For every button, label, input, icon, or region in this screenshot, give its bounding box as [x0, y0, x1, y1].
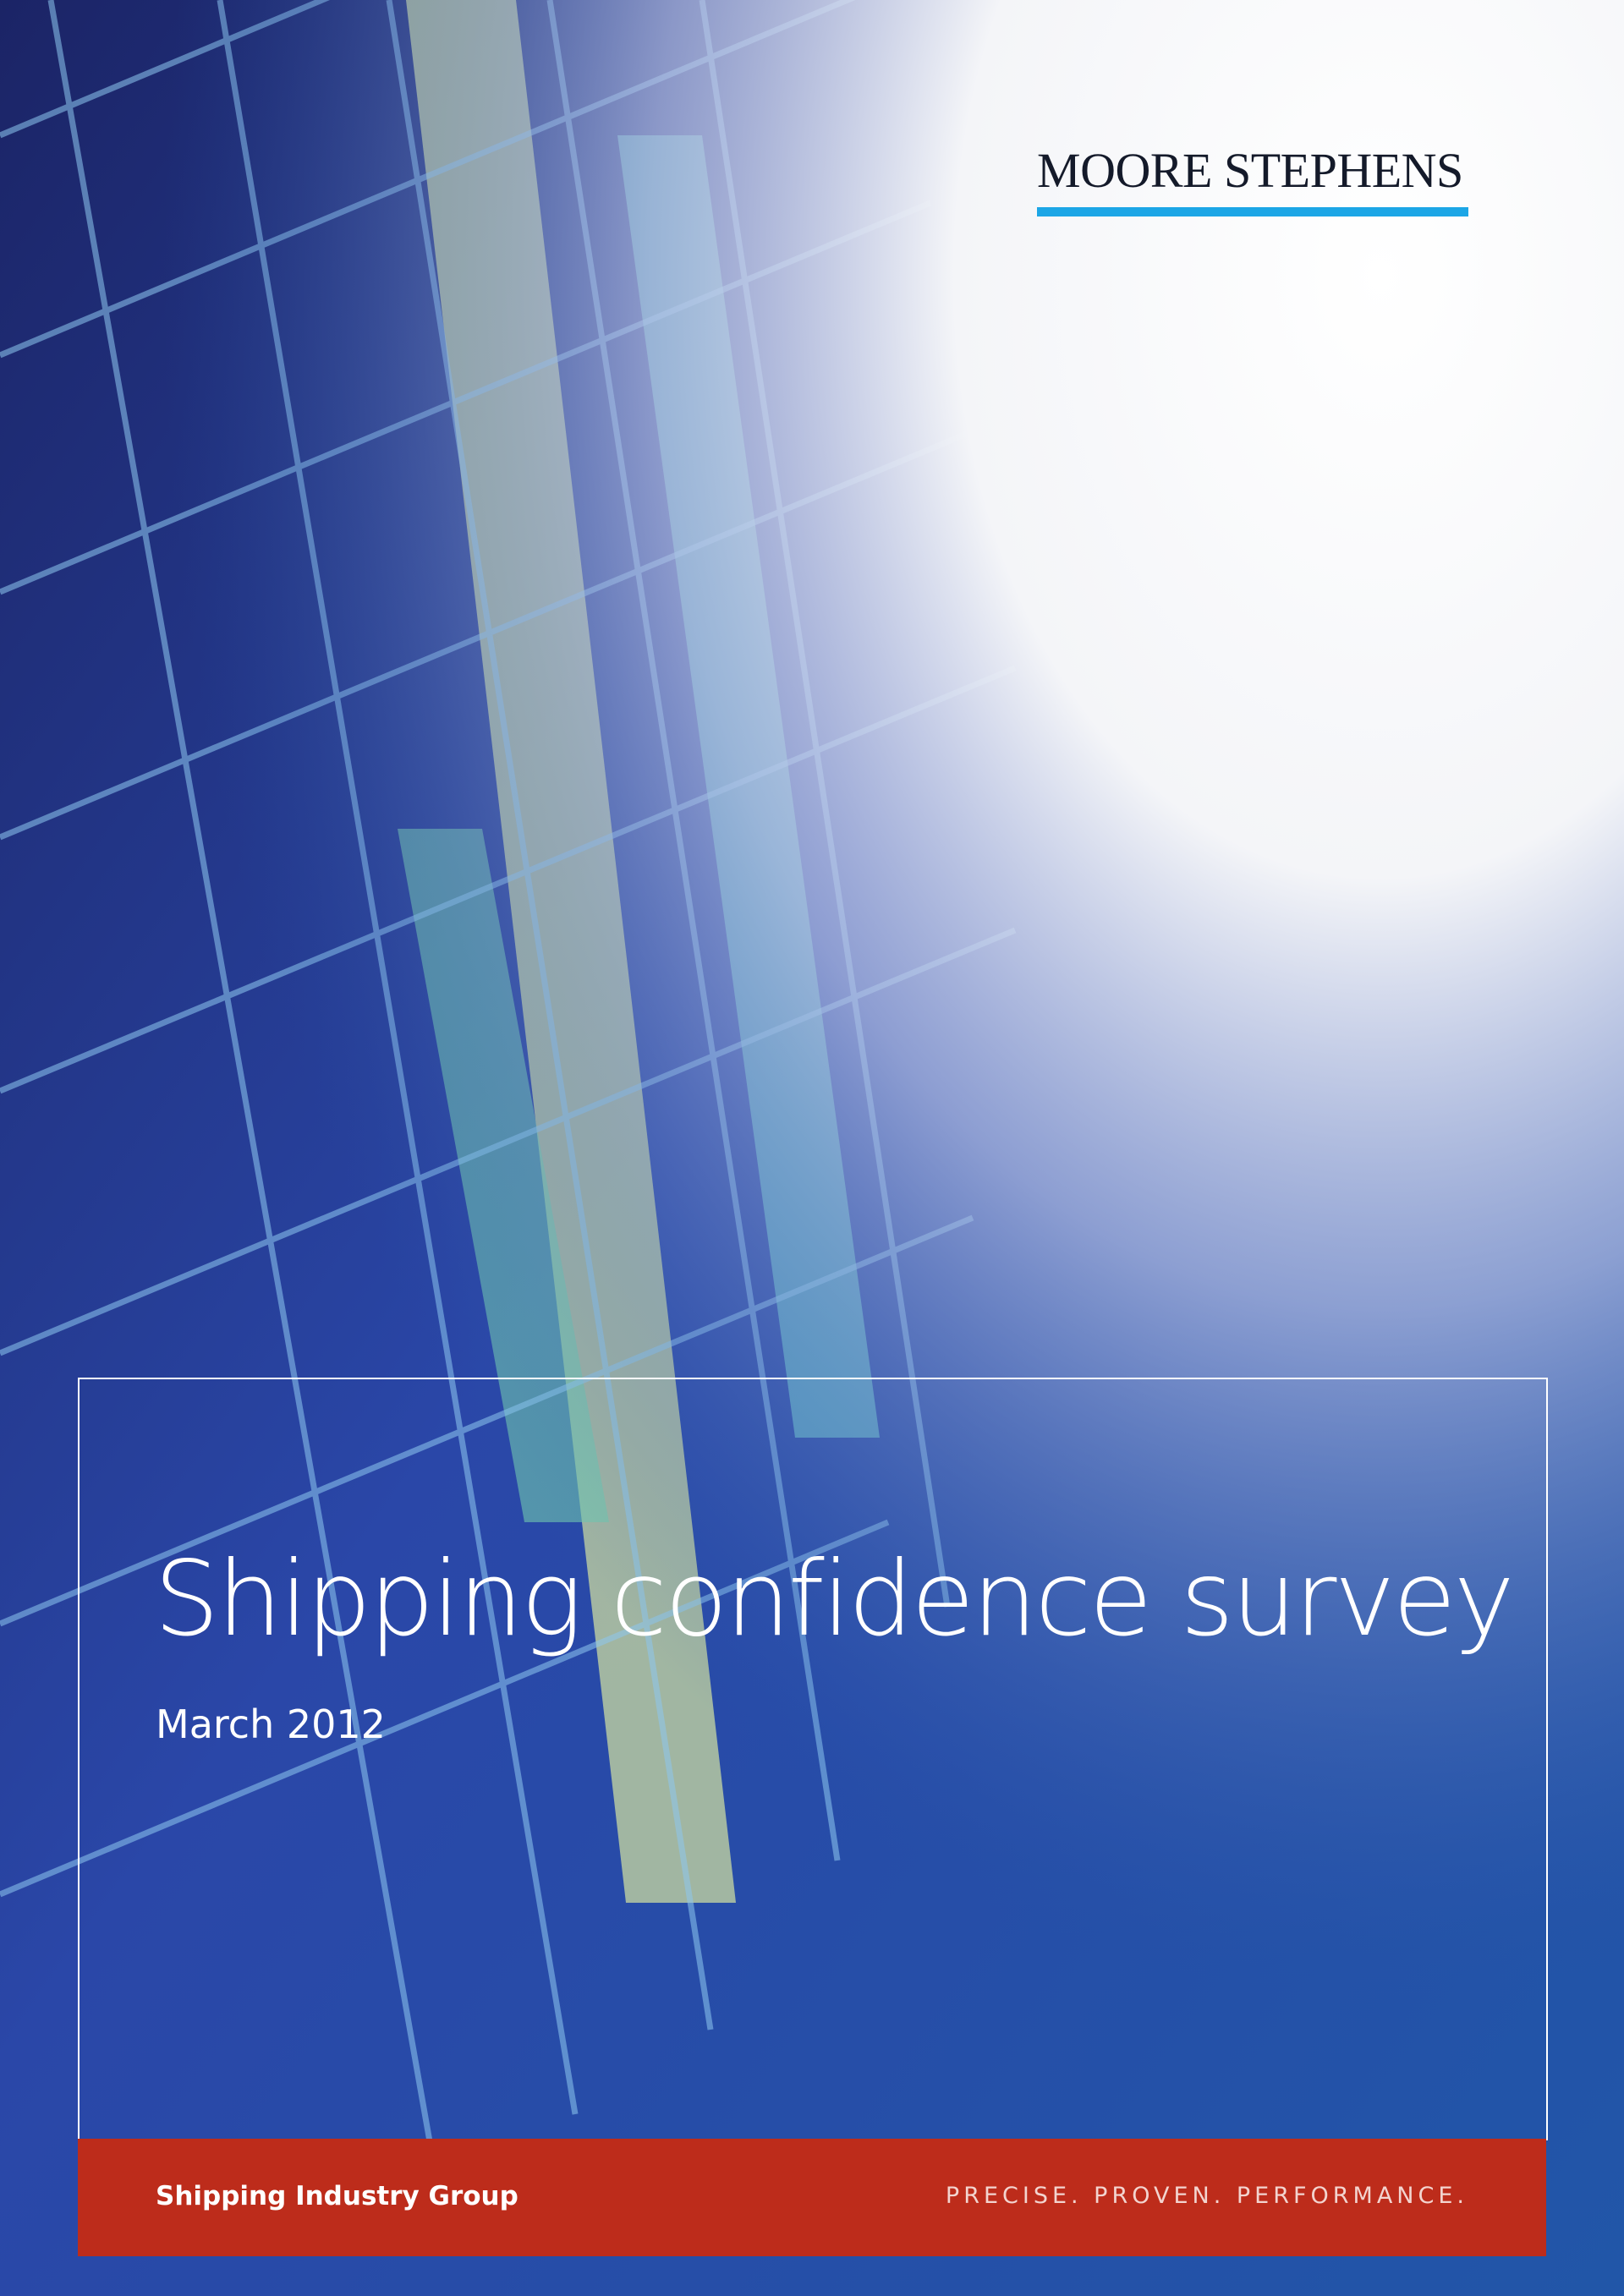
- footer-bar: Shipping Industry Group PRECISE. PROVEN.…: [78, 2139, 1546, 2256]
- tagline: PRECISE. PROVEN. PERFORMANCE.: [945, 2183, 1468, 2209]
- title-frame: [78, 1378, 1548, 2140]
- title: Shipping confidence survey: [154, 1539, 1515, 1659]
- logo-underline: [1037, 207, 1468, 216]
- group-name: Shipping Industry Group: [156, 2181, 518, 2211]
- subtitle: March 2012: [156, 1701, 386, 1747]
- logo: MOORE STEPHENS: [1037, 143, 1463, 198]
